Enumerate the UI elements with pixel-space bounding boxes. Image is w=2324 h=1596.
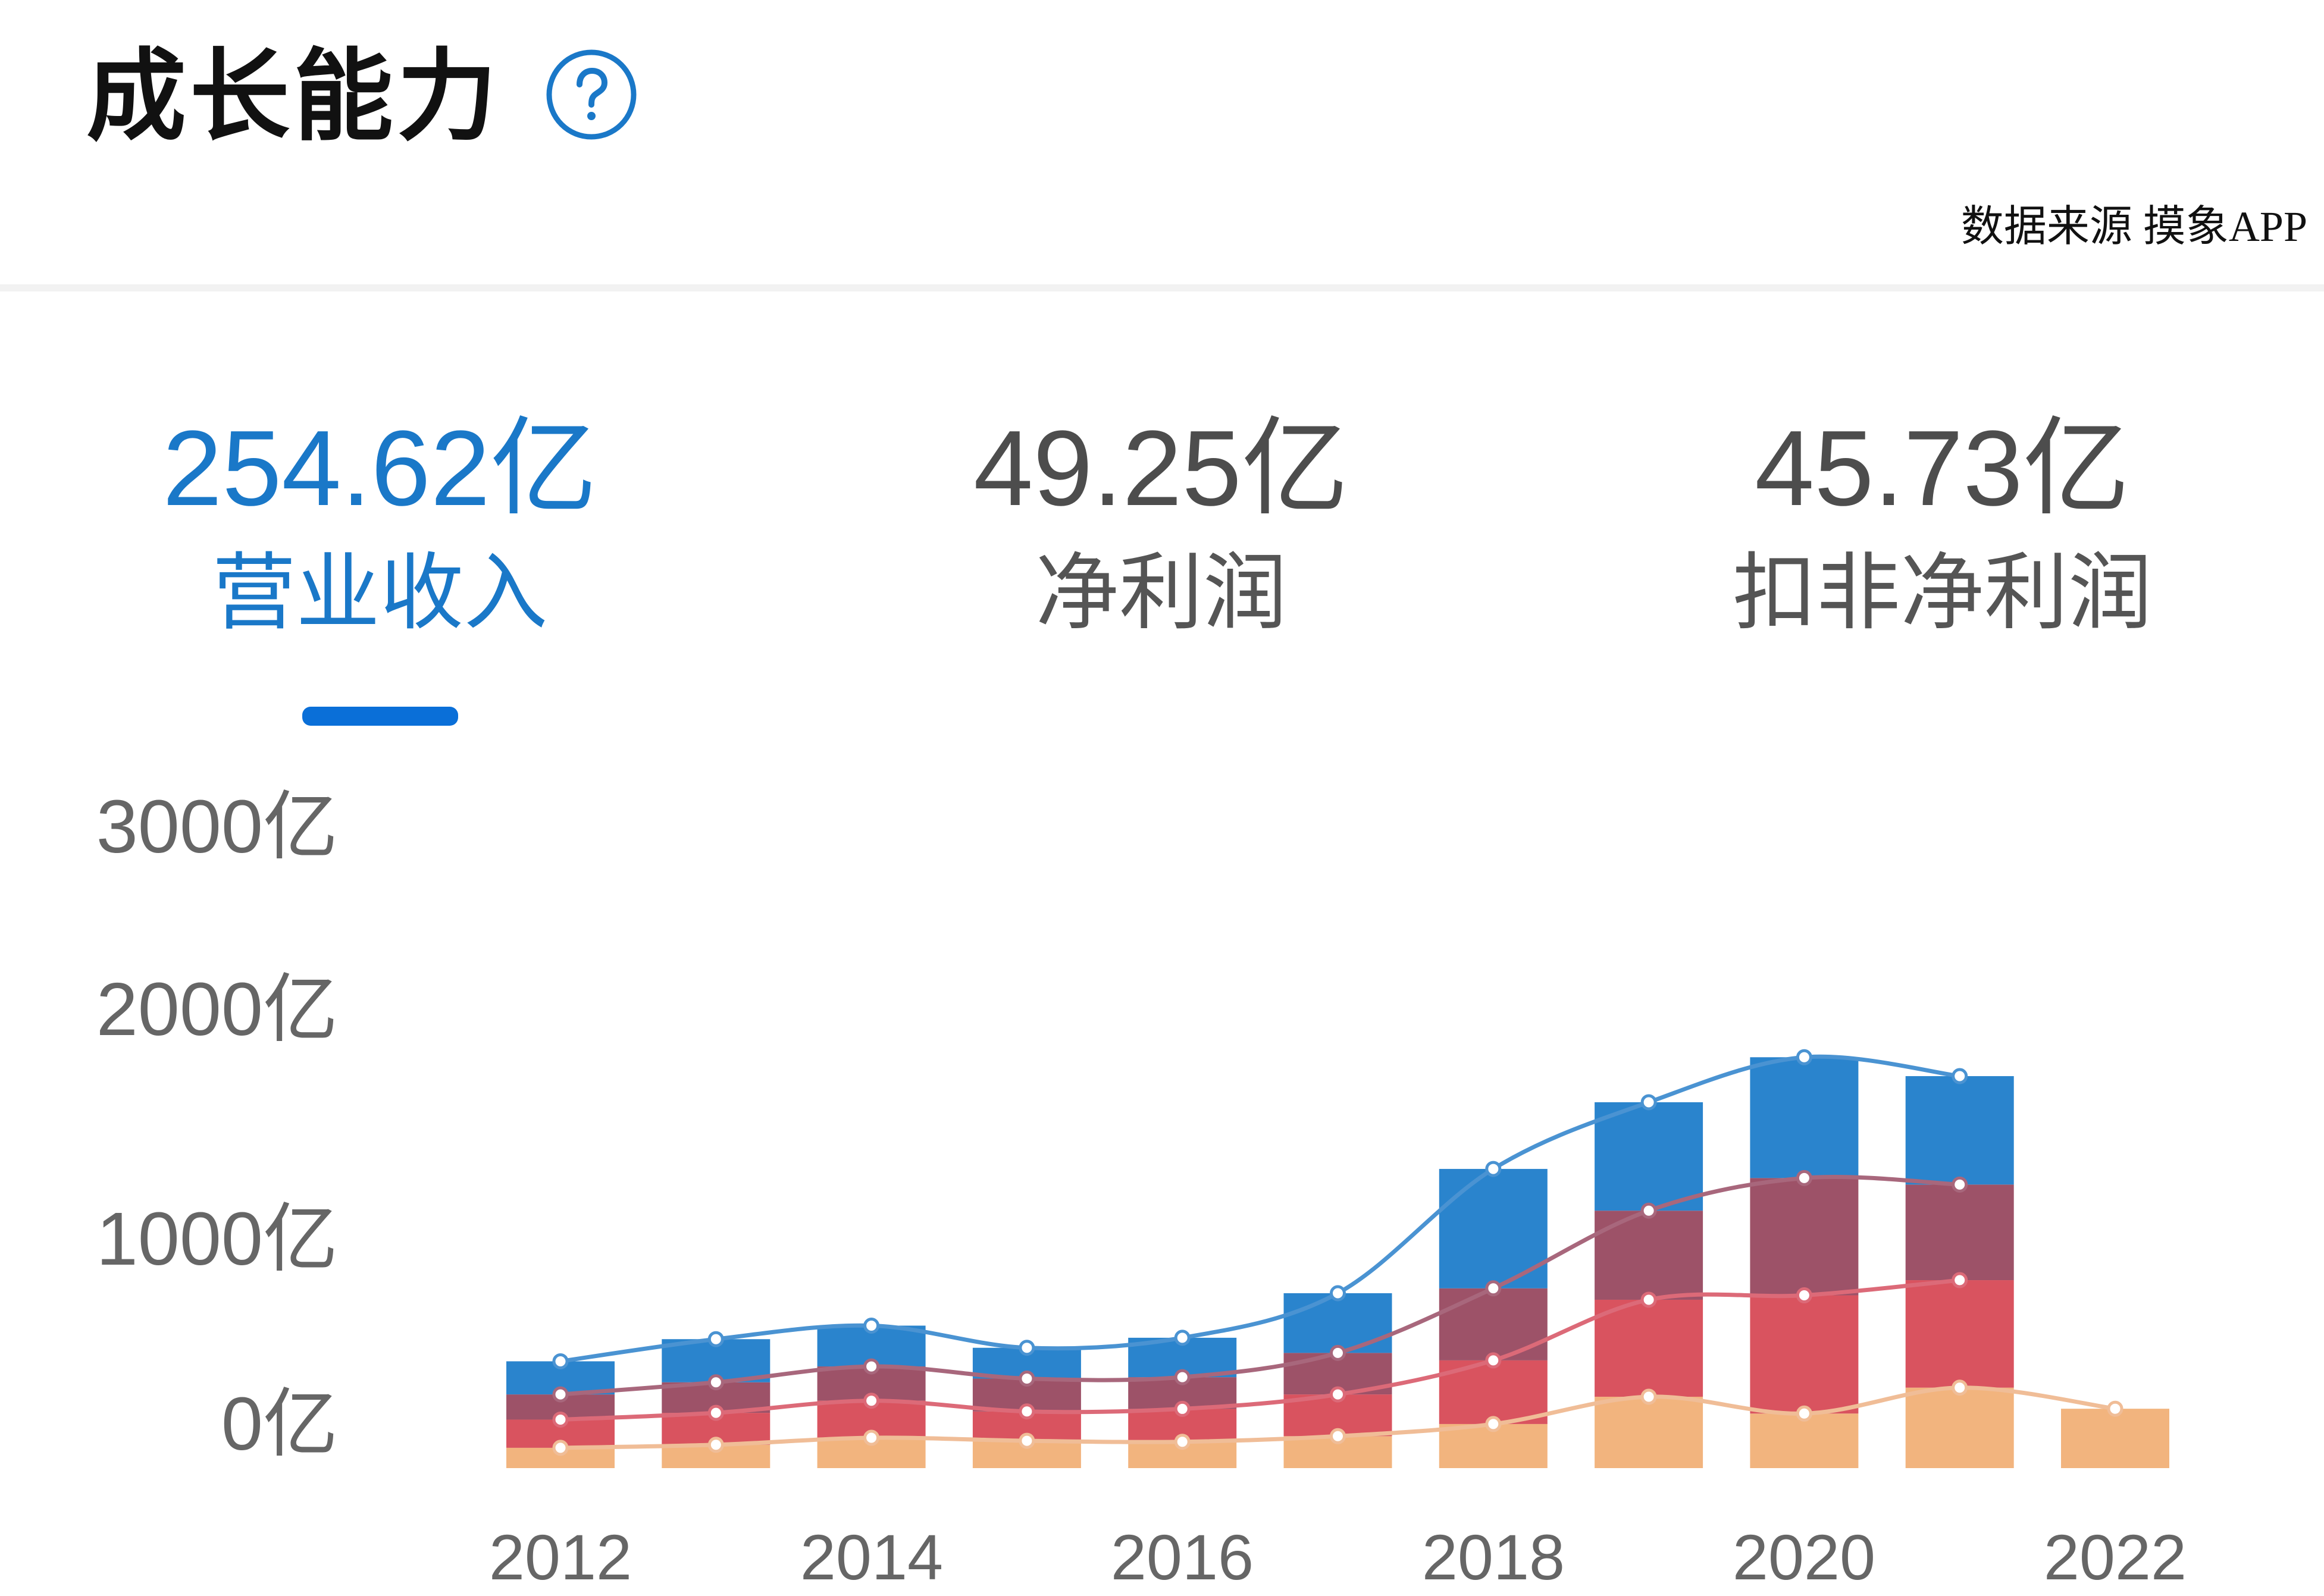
- data-point: [552, 1386, 569, 1403]
- metric-tabs: 254.62亿 营业收入 49.25亿 净利润 45.73亿 扣非净利润: [0, 0, 2324, 738]
- x-axis-label: 2014: [800, 1521, 944, 1593]
- tab-recurring-net-profit[interactable]: 45.73亿 扣非净利润: [1552, 0, 2324, 738]
- section-title: 成长能力: [86, 40, 500, 152]
- data-point: [1796, 1169, 1812, 1186]
- data-point: [1796, 1405, 1812, 1422]
- metric-value: 254.62亿: [162, 409, 597, 528]
- data-point: [1640, 1202, 1657, 1219]
- bar-segment[interactable]: [1595, 1211, 1703, 1300]
- x-axis-label: 2018: [1421, 1521, 1565, 1593]
- data-point: [1330, 1428, 1346, 1444]
- x-axis-label: 2012: [488, 1521, 632, 1593]
- data-point: [707, 1404, 724, 1421]
- data-point: [1640, 1388, 1657, 1405]
- data-point: [1019, 1370, 1035, 1387]
- trend-line: [558, 1278, 1962, 1422]
- data-point: [863, 1317, 880, 1334]
- bar-segment[interactable]: [2061, 1409, 2169, 1468]
- data-point: [1019, 1403, 1035, 1420]
- data-point: [1174, 1369, 1191, 1385]
- bar-segment[interactable]: [1439, 1288, 1548, 1360]
- data-point: [1174, 1330, 1191, 1346]
- bar-segment[interactable]: [1905, 1387, 2014, 1468]
- bar-segment[interactable]: [1750, 1295, 1859, 1414]
- data-point: [1485, 1280, 1502, 1297]
- data-point: [552, 1440, 569, 1456]
- data-point: [863, 1393, 880, 1409]
- data-point: [1485, 1352, 1502, 1369]
- tab-net-profit[interactable]: 49.25亿 净利润: [771, 0, 1552, 738]
- data-point: [2107, 1400, 2123, 1417]
- data-point: [1174, 1434, 1191, 1450]
- bar-segment[interactable]: [1283, 1293, 1392, 1353]
- x-axis-label: 2020: [1732, 1521, 1876, 1593]
- metric-value: 45.73亿: [1755, 409, 2130, 528]
- bar-segment[interactable]: [1750, 1178, 1859, 1296]
- bar-segment[interactable]: [1595, 1102, 1703, 1211]
- bars: [506, 1057, 2169, 1468]
- active-tab-indicator: [302, 707, 458, 726]
- data-points: [552, 1049, 2123, 1456]
- data-point: [1485, 1161, 1502, 1177]
- data-point: [1019, 1340, 1035, 1356]
- data-point: [863, 1358, 880, 1375]
- data-point: [707, 1374, 724, 1391]
- metric-value: 49.25亿: [973, 409, 1349, 528]
- bar-segment[interactable]: [1595, 1299, 1703, 1397]
- data-point: [1952, 1176, 1968, 1193]
- data-point: [1330, 1285, 1346, 1302]
- bar-segment[interactable]: [1750, 1057, 1859, 1178]
- trend-line: [558, 1054, 1962, 1363]
- bar-segment[interactable]: [1595, 1397, 1703, 1468]
- data-point: [1174, 1400, 1191, 1417]
- data-point: [1330, 1344, 1346, 1361]
- y-axis-label: 3000亿: [96, 785, 338, 868]
- y-axis-label: 2000亿: [96, 967, 338, 1051]
- data-point: [1019, 1432, 1035, 1449]
- data-point: [707, 1331, 724, 1347]
- data-source-note: 数据来源 摸象APP: [1960, 203, 2307, 250]
- data-point: [1952, 1068, 1968, 1084]
- help-button[interactable]: [546, 49, 637, 140]
- data-point: [1796, 1049, 1812, 1065]
- data-point: [1640, 1094, 1657, 1111]
- question-circle-icon: [546, 49, 637, 140]
- data-point: [1330, 1386, 1346, 1403]
- tab-revenue[interactable]: 254.62亿 营业收入: [0, 0, 771, 738]
- data-point: [1485, 1416, 1502, 1432]
- x-axis-label: 2022: [2043, 1521, 2187, 1593]
- y-axis-label: 0亿: [221, 1382, 338, 1466]
- data-point: [1640, 1291, 1657, 1308]
- section-divider: [0, 284, 2324, 291]
- data-point: [1952, 1272, 1968, 1288]
- bar-segment[interactable]: [1905, 1184, 2014, 1281]
- data-point: [552, 1353, 569, 1369]
- metric-label: 净利润: [1035, 545, 1287, 639]
- bar-segment[interactable]: [1905, 1076, 2014, 1185]
- data-point: [863, 1429, 880, 1446]
- y-axis-label: 1000亿: [96, 1197, 338, 1281]
- metric-label: 扣非净利润: [1732, 545, 2152, 639]
- bar-segment[interactable]: [1750, 1413, 1859, 1468]
- data-point: [1796, 1287, 1812, 1304]
- x-axis-label: 2016: [1110, 1521, 1254, 1593]
- data-point: [707, 1437, 724, 1453]
- data-point: [1952, 1379, 1968, 1396]
- bar-segment[interactable]: [1905, 1280, 2014, 1388]
- data-point: [552, 1411, 569, 1428]
- trend-line: [558, 1174, 1962, 1397]
- metric-label: 营业收入: [212, 545, 548, 639]
